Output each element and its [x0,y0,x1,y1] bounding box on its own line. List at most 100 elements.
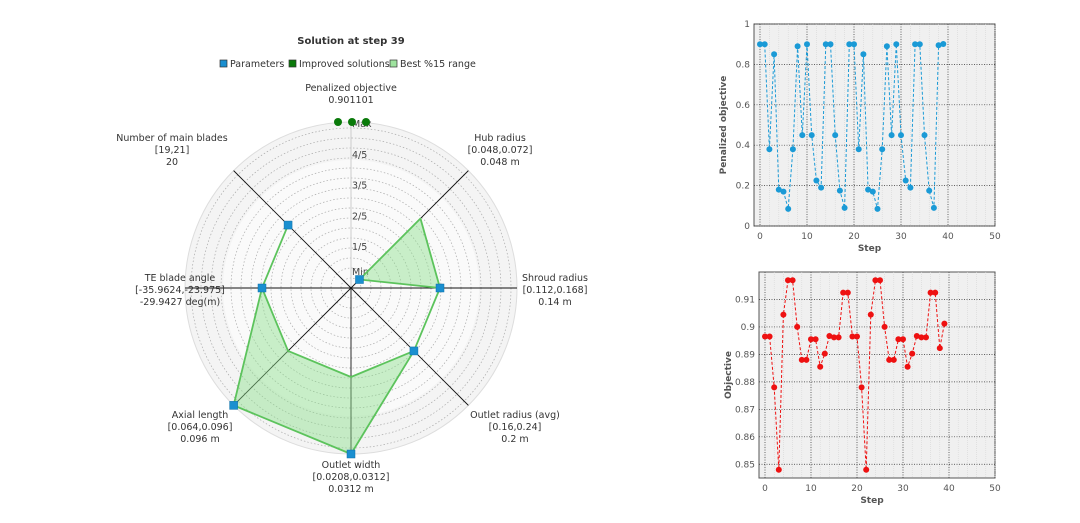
data-point [886,356,893,363]
legend-swatch [219,59,228,68]
data-point [804,41,810,48]
y-tick-label: 0.88 [735,378,755,388]
axis-label-value: 0.14 m [538,297,571,308]
penalized-objective-chart: 0 10 20 30 40 50 0 0.2 0.4 0.6 0.8 1 Step Penalized o… [719,20,1001,254]
y-axis-label: Penalized objective [719,76,729,175]
x-tick-label: 10 [801,232,813,242]
data-point [826,332,833,339]
series-line [765,279,945,470]
data-point [930,204,937,211]
data-point [874,205,881,212]
improved-solution-point [362,118,370,126]
y-axis-label: Objective [724,351,734,399]
data-point [818,184,825,191]
x-axis-label: Step [858,244,882,254]
data-point [913,332,920,339]
x-axis-label: Step [860,496,884,506]
data-point [893,41,900,48]
axis-label-name: Outlet width [322,460,381,471]
data-point [863,466,870,473]
parameter-marker [229,401,238,410]
data-point [840,289,847,296]
data-point [879,146,886,153]
level-label: Min [352,267,369,278]
data-point [927,289,934,296]
parameter-marker [355,275,364,284]
data-point [817,363,824,370]
data-point [923,334,929,341]
legend-swatch [288,59,297,68]
data-point [865,186,872,193]
data-point [932,289,939,296]
data-point [836,187,843,194]
axis-label-range: [0.112,0.168] [523,285,588,296]
data-point [775,466,782,473]
data-point [841,204,848,211]
best-range-area [232,217,441,455]
data-point [904,363,911,370]
data-point [844,289,851,296]
axis-label-range: [0.048,0.072] [468,145,533,156]
x-tick-label: 30 [895,232,907,242]
data-point [849,333,856,340]
data-point [872,277,879,284]
y-tick-label: 0.4 [736,141,751,151]
y-tick-label: 0.89 [735,350,755,360]
axis-label-name: Shroud radius [522,273,588,284]
axis-label-name: TE blade angle [144,273,216,284]
axis-label-value: 0.048 m [480,157,519,168]
y-tick-label: 0.2 [736,182,750,192]
data-point [775,186,782,193]
data-point [822,41,829,48]
level-label: 1/5 [352,242,367,253]
data-point [941,320,948,327]
data-point [794,323,801,330]
plot-area [758,271,996,479]
data-point [780,188,787,195]
axis-label-name: Hub radius [474,133,526,144]
y-tick-label: 0.87 [735,405,755,415]
data-point [789,146,796,153]
data-point [813,177,820,184]
data-point [898,132,904,139]
axis-label-value: 20 [166,157,178,168]
parameter-marker [346,449,356,459]
data-point [877,277,883,284]
improved-solution-point [348,118,356,126]
data-point [766,333,773,340]
y-tick-label: 0.6 [736,101,751,111]
data-point [926,187,933,194]
data-point [798,356,805,363]
improved-solution-point [334,118,342,126]
legend-swatch [389,59,398,68]
axis-label-range: [0.16,0.24] [489,422,542,433]
data-point [921,132,928,139]
axis-label-range: [-35.9624,-23.975] [135,285,225,296]
parameter-marker [435,283,445,293]
chart-title: Solution at step 39 [297,36,404,47]
data-point [846,41,853,48]
data-point [835,334,842,341]
y-tick-label: 0.86 [735,433,755,443]
radar-chart: Solution at step 39 Parameters Improved so… [116,36,588,495]
level-label: Max [352,119,372,130]
data-point [907,184,914,191]
x-tick-label: 0 [757,232,763,242]
x-tick-label: 50 [989,232,1001,242]
x-tick-label: 30 [897,484,909,494]
axis-label-name: Outlet radius (avg) [470,410,560,421]
axis-label-value: 0.096 m [180,434,219,445]
data-point [918,334,925,341]
data-point [888,132,895,139]
data-point [858,384,865,391]
x-tick-label: 40 [943,484,955,494]
data-point [794,43,801,50]
data-point [881,323,888,330]
x-tick-label: 0 [762,484,768,494]
y-tick-label: 0.85 [735,460,755,470]
data-point [808,132,815,139]
data-point [757,41,763,48]
data-point [812,336,819,343]
y-tick-label: 0 [744,222,750,232]
